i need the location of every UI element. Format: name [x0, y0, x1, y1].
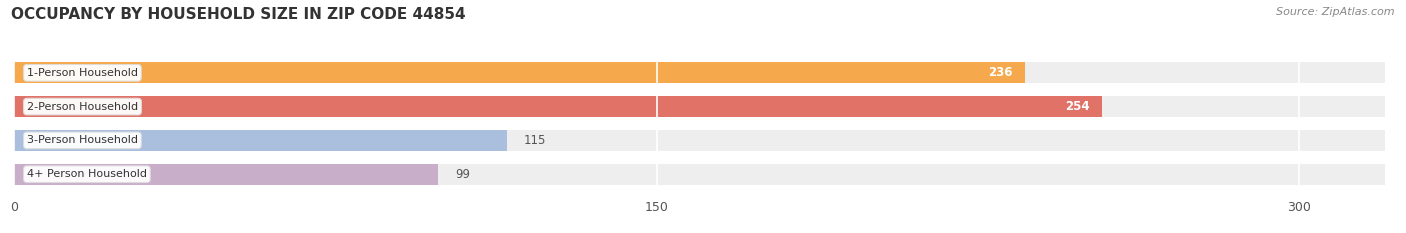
Text: 1-Person Household: 1-Person Household: [27, 68, 138, 78]
Bar: [14, 130, 506, 151]
Text: 236: 236: [987, 66, 1012, 79]
Bar: [14, 96, 1102, 117]
Bar: [14, 96, 1385, 117]
Bar: [14, 62, 1025, 83]
Bar: [14, 164, 439, 185]
Text: Source: ZipAtlas.com: Source: ZipAtlas.com: [1277, 7, 1395, 17]
Bar: [14, 130, 1385, 151]
Text: 115: 115: [524, 134, 546, 147]
Text: 4+ Person Household: 4+ Person Household: [27, 169, 146, 179]
Text: 2-Person Household: 2-Person Household: [27, 102, 138, 112]
Text: 254: 254: [1064, 100, 1090, 113]
Bar: [14, 62, 1385, 83]
Text: 99: 99: [456, 168, 470, 181]
Text: OCCUPANCY BY HOUSEHOLD SIZE IN ZIP CODE 44854: OCCUPANCY BY HOUSEHOLD SIZE IN ZIP CODE …: [11, 7, 465, 22]
Text: 3-Person Household: 3-Person Household: [27, 135, 138, 145]
Bar: [14, 164, 1385, 185]
